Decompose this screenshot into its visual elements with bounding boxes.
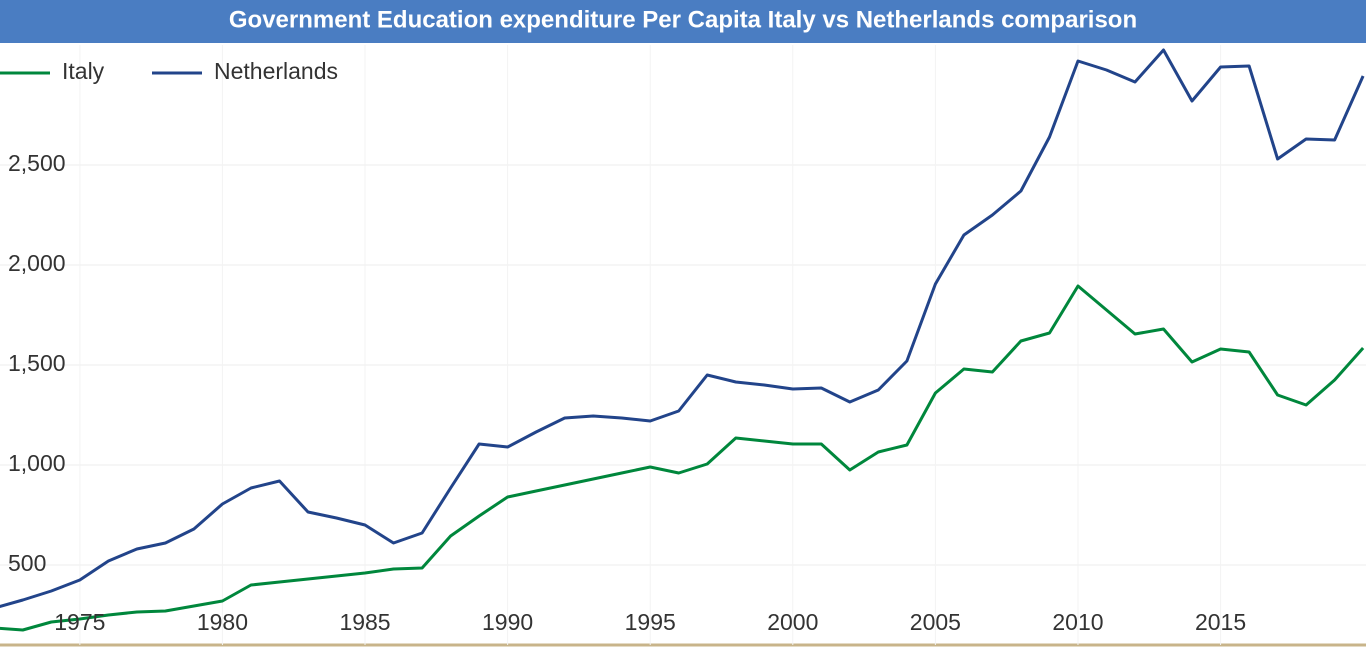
y-tick-label: 1,000 [8,450,66,476]
y-tick-label: 1,500 [8,350,66,376]
x-tick-label: 1980 [197,609,248,635]
line-series [0,48,1365,608]
x-tick-label: 2000 [767,609,818,635]
x-tick-label: 2010 [1052,609,1103,635]
legend-label: Italy [62,58,105,84]
x-tick-label: 1975 [54,609,105,635]
line-series [0,284,1365,632]
x-tick-label: 2005 [910,609,961,635]
title-bar [0,0,1366,43]
x-tick-label: 1990 [482,609,533,635]
y-tick-label: 500 [8,550,46,576]
y-tick-label: 2,000 [8,250,66,276]
y-tick-label: 2,500 [8,150,66,176]
x-tick-label: 1985 [339,609,390,635]
x-tick-label: 1995 [625,609,676,635]
legend-label: Netherlands [214,58,338,84]
x-tick-label: 2015 [1195,609,1246,635]
chart-title: Government Education expenditure Per Cap… [229,6,1137,33]
